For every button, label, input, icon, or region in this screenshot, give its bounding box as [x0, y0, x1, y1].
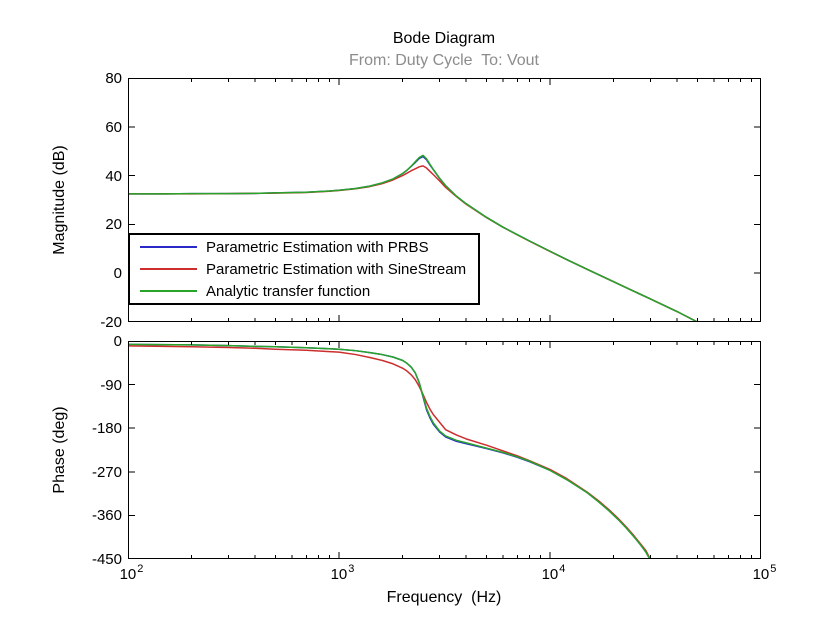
- x-tick-label: 102: [119, 563, 144, 583]
- x-tick-label: 104: [541, 563, 566, 583]
- phase-y-tick-label: -90: [100, 376, 122, 394]
- phase-y-tick-label: -450: [91, 551, 122, 568]
- magnitude-y-tick-label: 60: [105, 118, 122, 136]
- magnitude-axes-box: [128, 78, 761, 322]
- plot-title: Bode Diagram: [392, 30, 496, 47]
- magnitude-y-tick-label: -20: [100, 314, 122, 331]
- magnitude-y-tick-label: 0: [113, 265, 122, 283]
- plot-subtitle: From: Duty Cycle To: Vout: [349, 52, 539, 69]
- phase-curve-parametric-estimation-with-sinestream: [128, 345, 652, 559]
- magnitude-y-tick-label: 80: [105, 70, 122, 87]
- x-tick-label: 103: [330, 563, 355, 583]
- phase-curve-parametric-estimation-with-prbs: [128, 343, 651, 559]
- legend-entry-analytic-transfer-function: Analytic transfer function: [130, 280, 478, 302]
- legend-entry-label: Parametric Estimation with SineStream: [206, 260, 467, 278]
- phase-y-tick-label: -270: [91, 463, 122, 481]
- magnitude-y-tick-label: 20: [105, 216, 122, 234]
- legend-line-sample: [140, 268, 197, 270]
- legend-line-sample: [140, 246, 197, 248]
- phase-y-tick-label: -180: [91, 420, 122, 438]
- x-tick-label: 105: [752, 563, 777, 583]
- magnitude-y-tick-label: 40: [105, 167, 122, 185]
- phase-axes-box: [128, 341, 761, 559]
- legend-entry-label: Analytic transfer function: [206, 282, 371, 300]
- legend-entry-parametric-estimation-with-sinestream: Parametric Estimation with SineStream: [130, 258, 478, 280]
- magnitude-axis-label: Magnitude (dB): [51, 145, 68, 255]
- phase-y-tick-label: -360: [91, 507, 122, 525]
- legend-entry-parametric-estimation-with-prbs: Parametric Estimation with PRBS: [130, 236, 478, 258]
- legend-box: Parametric Estimation with PRBS Parametri…: [128, 233, 480, 305]
- legend-line-sample: [140, 290, 197, 292]
- magnitude-curve-analytic-transfer-function: [128, 154, 699, 322]
- phase-y-tick-label: 0: [113, 333, 122, 350]
- legend-entry-label: Parametric Estimation with PRBS: [206, 238, 429, 256]
- x-axis-label: Frequency (Hz): [386, 589, 502, 606]
- phase-axis-label: Phase (deg): [51, 406, 68, 494]
- phase-curve-analytic-transfer-function: [128, 343, 651, 559]
